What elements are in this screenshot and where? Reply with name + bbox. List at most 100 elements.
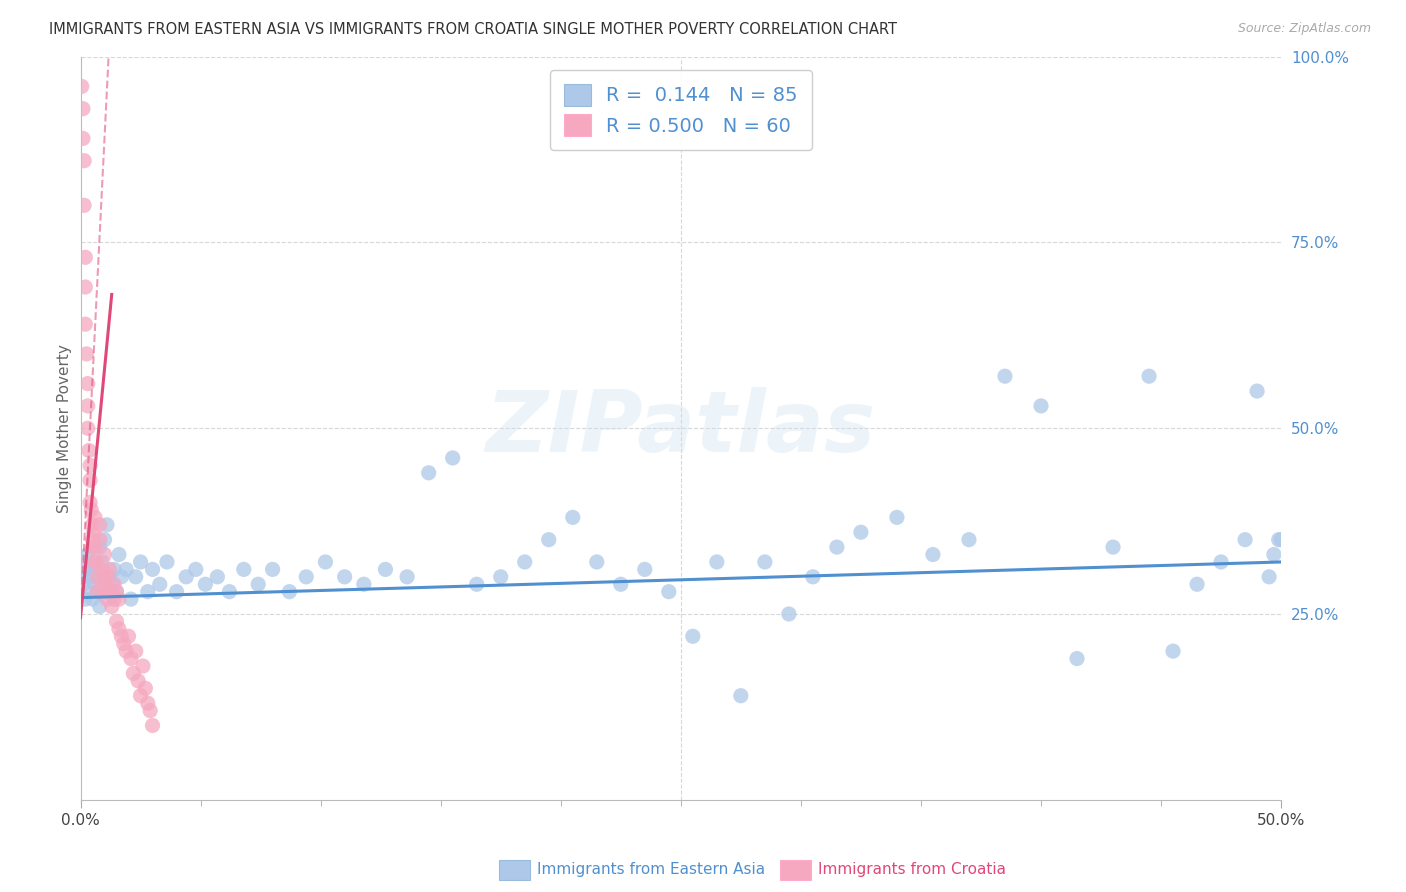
Point xyxy=(79,473,101,487)
Point xyxy=(110,570,132,584)
Point xyxy=(682,629,704,643)
Point xyxy=(73,198,96,212)
Point xyxy=(76,376,98,391)
Point xyxy=(79,555,101,569)
Point xyxy=(957,533,980,547)
Point xyxy=(72,577,94,591)
Point xyxy=(82,517,104,532)
Point xyxy=(82,592,104,607)
Point xyxy=(1066,651,1088,665)
Point xyxy=(76,399,98,413)
Point xyxy=(105,584,128,599)
Point xyxy=(98,562,121,576)
Point xyxy=(886,510,908,524)
Point xyxy=(396,570,419,584)
Point xyxy=(1029,399,1052,413)
Point xyxy=(374,562,396,576)
Point xyxy=(103,577,125,591)
Point xyxy=(262,562,284,576)
Y-axis label: Single Mother Poverty: Single Mother Poverty xyxy=(58,343,72,513)
Point xyxy=(89,599,111,614)
Point xyxy=(994,369,1017,384)
Point xyxy=(513,555,536,569)
Point xyxy=(103,562,125,576)
Point xyxy=(72,102,94,116)
Point xyxy=(115,644,138,658)
Point xyxy=(1263,548,1285,562)
Point xyxy=(82,570,104,584)
Point xyxy=(353,577,375,591)
Point xyxy=(136,584,159,599)
Point xyxy=(79,458,101,473)
Point xyxy=(73,153,96,168)
Point xyxy=(174,570,197,584)
Point xyxy=(120,651,142,665)
Point xyxy=(122,666,145,681)
Point xyxy=(82,540,104,554)
Point xyxy=(1267,533,1289,547)
Point xyxy=(149,577,172,591)
Point xyxy=(105,615,128,629)
Point xyxy=(86,584,108,599)
Text: ZIPatlas: ZIPatlas xyxy=(485,387,876,470)
Point xyxy=(218,584,240,599)
Point xyxy=(849,525,872,540)
Point xyxy=(98,570,121,584)
Legend: R =  0.144   N = 85, R = 0.500   N = 60: R = 0.144 N = 85, R = 0.500 N = 60 xyxy=(550,70,811,150)
Point xyxy=(139,704,162,718)
Point xyxy=(100,577,122,591)
Point xyxy=(585,555,607,569)
Point xyxy=(141,718,163,732)
Point xyxy=(825,540,848,554)
Point xyxy=(75,562,97,576)
Point xyxy=(1258,570,1281,584)
Point xyxy=(207,570,229,584)
Point xyxy=(141,562,163,576)
Point xyxy=(91,562,114,576)
Point xyxy=(86,570,108,584)
Point xyxy=(418,466,440,480)
Point xyxy=(110,629,132,643)
Point xyxy=(117,629,139,643)
Point xyxy=(132,659,155,673)
Point xyxy=(922,548,945,562)
Point xyxy=(72,131,94,145)
Point xyxy=(105,584,128,599)
Point xyxy=(1185,577,1208,591)
Point xyxy=(84,540,107,554)
Point xyxy=(610,577,633,591)
Point xyxy=(465,577,488,591)
Point xyxy=(1161,644,1184,658)
Point xyxy=(75,317,97,331)
Point xyxy=(103,592,125,607)
Point xyxy=(730,689,752,703)
Point xyxy=(127,673,149,688)
Point xyxy=(79,584,101,599)
Point xyxy=(93,548,115,562)
Point xyxy=(84,555,107,569)
Point xyxy=(91,577,114,591)
Point xyxy=(76,347,98,361)
Point xyxy=(98,584,121,599)
Point xyxy=(79,495,101,509)
Point xyxy=(129,555,152,569)
Point xyxy=(70,79,93,94)
Point xyxy=(108,622,131,636)
Point xyxy=(100,599,122,614)
Point xyxy=(314,555,336,569)
Point xyxy=(93,533,115,547)
Point xyxy=(801,570,824,584)
Point xyxy=(86,570,108,584)
Point xyxy=(295,570,318,584)
Point xyxy=(658,584,681,599)
Point xyxy=(129,689,152,703)
Point xyxy=(489,570,512,584)
Point xyxy=(1102,540,1125,554)
Point xyxy=(108,592,131,607)
Point xyxy=(1234,533,1257,547)
Point xyxy=(93,584,115,599)
Point xyxy=(120,592,142,607)
Point xyxy=(100,584,122,599)
Point xyxy=(77,443,100,458)
Point xyxy=(76,548,98,562)
